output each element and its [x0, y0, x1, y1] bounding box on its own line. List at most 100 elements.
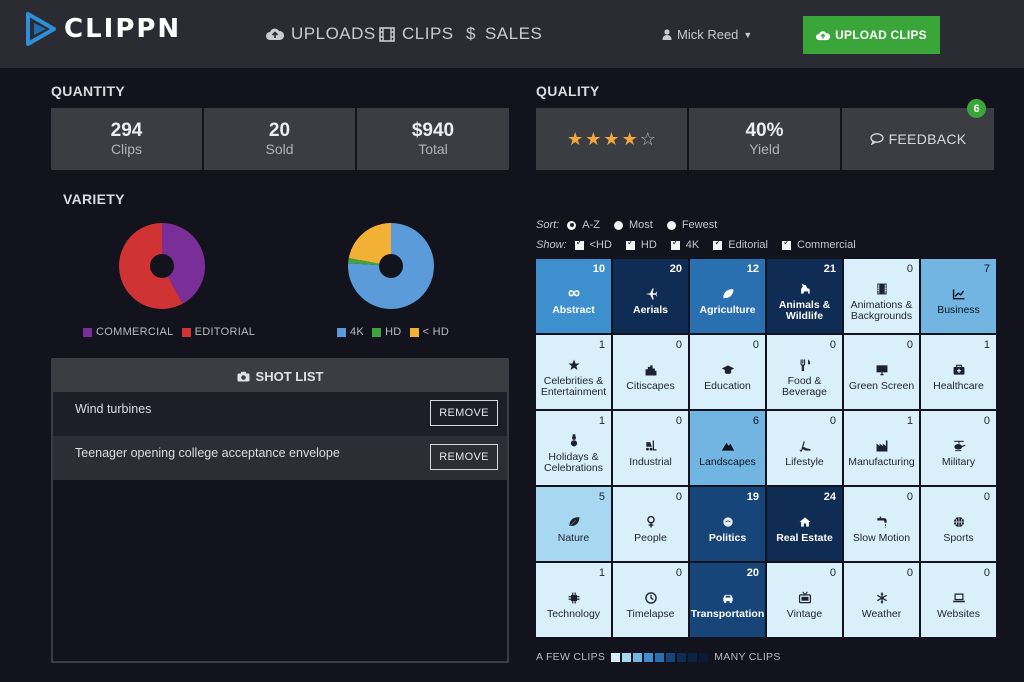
category-tile[interactable]: 0 Military	[921, 411, 996, 485]
category-tile[interactable]: 1 Manufacturing	[844, 411, 919, 485]
monitor-icon	[875, 362, 889, 378]
shot-list-item-text: Teenager opening college acceptance enve…	[75, 446, 340, 460]
yield-label: Yield	[749, 141, 780, 157]
category-tile[interactable]: 0 Timelapse	[613, 563, 688, 637]
scale-swatch	[622, 652, 632, 662]
category-tile[interactable]: 0 Lifestyle	[767, 411, 842, 485]
quantity-title: QUANTITY	[51, 83, 125, 99]
car-icon	[721, 590, 735, 606]
category-tile[interactable]: 20 Transportation	[690, 563, 765, 637]
category-count: 1	[983, 339, 990, 351]
category-tile[interactable]: 0 Weather	[844, 563, 919, 637]
category-count: 7	[983, 263, 990, 275]
checkbox[interactable]	[713, 238, 723, 250]
checkbox[interactable]	[625, 238, 635, 250]
category-heatmap-grid: 10 Abstract 20 Aerials 12 Agriculture 21 Animal…	[536, 259, 996, 640]
category-count: 0	[829, 415, 836, 427]
category-tile[interactable]: 0 Slow Motion	[844, 487, 919, 561]
category-name: Abstract	[552, 304, 595, 316]
checkbox[interactable]	[574, 238, 584, 250]
category-count: 6	[752, 415, 759, 427]
donut-hole	[379, 254, 403, 278]
checkbox[interactable]	[670, 238, 680, 250]
nav-clips-label: CLIPS	[402, 24, 454, 43]
filter-hd[interactable]: HD	[625, 238, 657, 251]
category-tile[interactable]: 6 Landscapes	[690, 411, 765, 485]
category-tile[interactable]: 5 Nature	[536, 487, 611, 561]
category-tile[interactable]: 0 Food & Beverage	[767, 335, 842, 409]
category-tile[interactable]: 1 Celebrities & Entertainment	[536, 335, 611, 409]
sort-option-label: Most	[628, 219, 653, 231]
category-tile[interactable]: 0 People	[613, 487, 688, 561]
legend-label: HD	[385, 326, 402, 338]
remove-button[interactable]: REMOVE	[430, 444, 498, 470]
legend-swatch	[337, 327, 346, 337]
category-tile[interactable]: 0 Animations & Backgrounds	[844, 259, 919, 333]
filter-label: 4K	[685, 239, 700, 251]
filter-lt-hd[interactable]: <HD	[574, 238, 612, 251]
shot-list-header: SHOT LIST	[53, 360, 507, 392]
category-count: 1	[598, 567, 605, 579]
category-tile[interactable]: 12 Agriculture	[690, 259, 765, 333]
category-tile[interactable]: 0 Education	[690, 335, 765, 409]
sort-option-az[interactable]: A-Z	[567, 219, 600, 231]
scale-swatches	[611, 652, 709, 662]
category-name: People	[634, 532, 667, 544]
hand-icon	[721, 514, 735, 530]
user-menu[interactable]: Mick Reed ▼	[662, 27, 752, 42]
category-tile[interactable]: 21 Animals & Wildlife	[767, 259, 842, 333]
category-tile[interactable]: 10 Abstract	[536, 259, 611, 333]
filter-commercial[interactable]: Commercial	[782, 238, 856, 251]
category-name: Green Screen	[848, 380, 915, 392]
dog-icon	[798, 281, 812, 297]
sort-option-fewest[interactable]: Fewest	[666, 219, 717, 231]
clips-label: Clips	[110, 141, 143, 157]
radio[interactable]	[613, 220, 623, 230]
scale-swatch	[666, 652, 676, 662]
user-name: Mick Reed	[677, 27, 739, 42]
filter-editorial[interactable]: Editorial	[713, 238, 768, 251]
star-filled-icon: ★	[585, 128, 602, 149]
chip-icon	[567, 590, 581, 606]
radio-selected[interactable]	[567, 220, 577, 230]
star-filled-icon: ★	[603, 128, 620, 149]
upload-clips-button[interactable]: UPLOAD CLIPS	[803, 16, 940, 54]
shot-list-item: Wind turbines REMOVE	[53, 392, 507, 436]
category-name: Timelapse	[626, 608, 675, 620]
category-count: 10	[592, 263, 605, 275]
nav-uploads[interactable]: UPLOADS	[266, 24, 376, 44]
category-count: 1	[906, 415, 913, 427]
category-tile[interactable]: 20 Aerials	[613, 259, 688, 333]
category-tile[interactable]: 1 Holidays & Celebrations	[536, 411, 611, 485]
category-tile[interactable]: 19 Politics	[690, 487, 765, 561]
category-tile[interactable]: 0 Industrial	[613, 411, 688, 485]
snowflake-icon	[875, 590, 889, 606]
cloud-upload-icon	[266, 28, 284, 40]
nav-clips[interactable]: CLIPS	[379, 24, 454, 44]
category-tile[interactable]: 1 Technology	[536, 563, 611, 637]
nav-sales[interactable]: $ SALES	[466, 24, 542, 44]
category-tile[interactable]: 0 Sports	[921, 487, 996, 561]
clock-icon	[644, 590, 658, 606]
resolution-legend: 4K HD < HD	[337, 326, 457, 338]
category-tile[interactable]: 0 Websites	[921, 563, 996, 637]
category-tile[interactable]: 24 Real Estate	[767, 487, 842, 561]
category-tile[interactable]: 0 Vintage	[767, 563, 842, 637]
radio[interactable]	[666, 220, 676, 230]
category-tile[interactable]: 1 Healthcare	[921, 335, 996, 409]
filter-4k[interactable]: 4K	[670, 238, 700, 251]
category-tile[interactable]: 0 Citiscapes	[613, 335, 688, 409]
feedback-button[interactable]: FEEDBACK	[842, 108, 994, 170]
category-count: 0	[906, 339, 913, 351]
filter-label: <HD	[589, 239, 612, 251]
category-count: 0	[829, 567, 836, 579]
sold-label: Sold	[265, 141, 294, 157]
category-tile[interactable]: 7 Business	[921, 259, 996, 333]
category-tile[interactable]: 0 Green Screen	[844, 335, 919, 409]
sort-option-most[interactable]: Most	[613, 219, 653, 231]
category-name: Real Estate	[776, 532, 833, 544]
checkbox[interactable]	[782, 238, 791, 250]
remove-button[interactable]: REMOVE	[430, 400, 498, 426]
app-logo[interactable]: CLIPPN	[24, 12, 181, 46]
snowman-icon	[567, 433, 581, 449]
